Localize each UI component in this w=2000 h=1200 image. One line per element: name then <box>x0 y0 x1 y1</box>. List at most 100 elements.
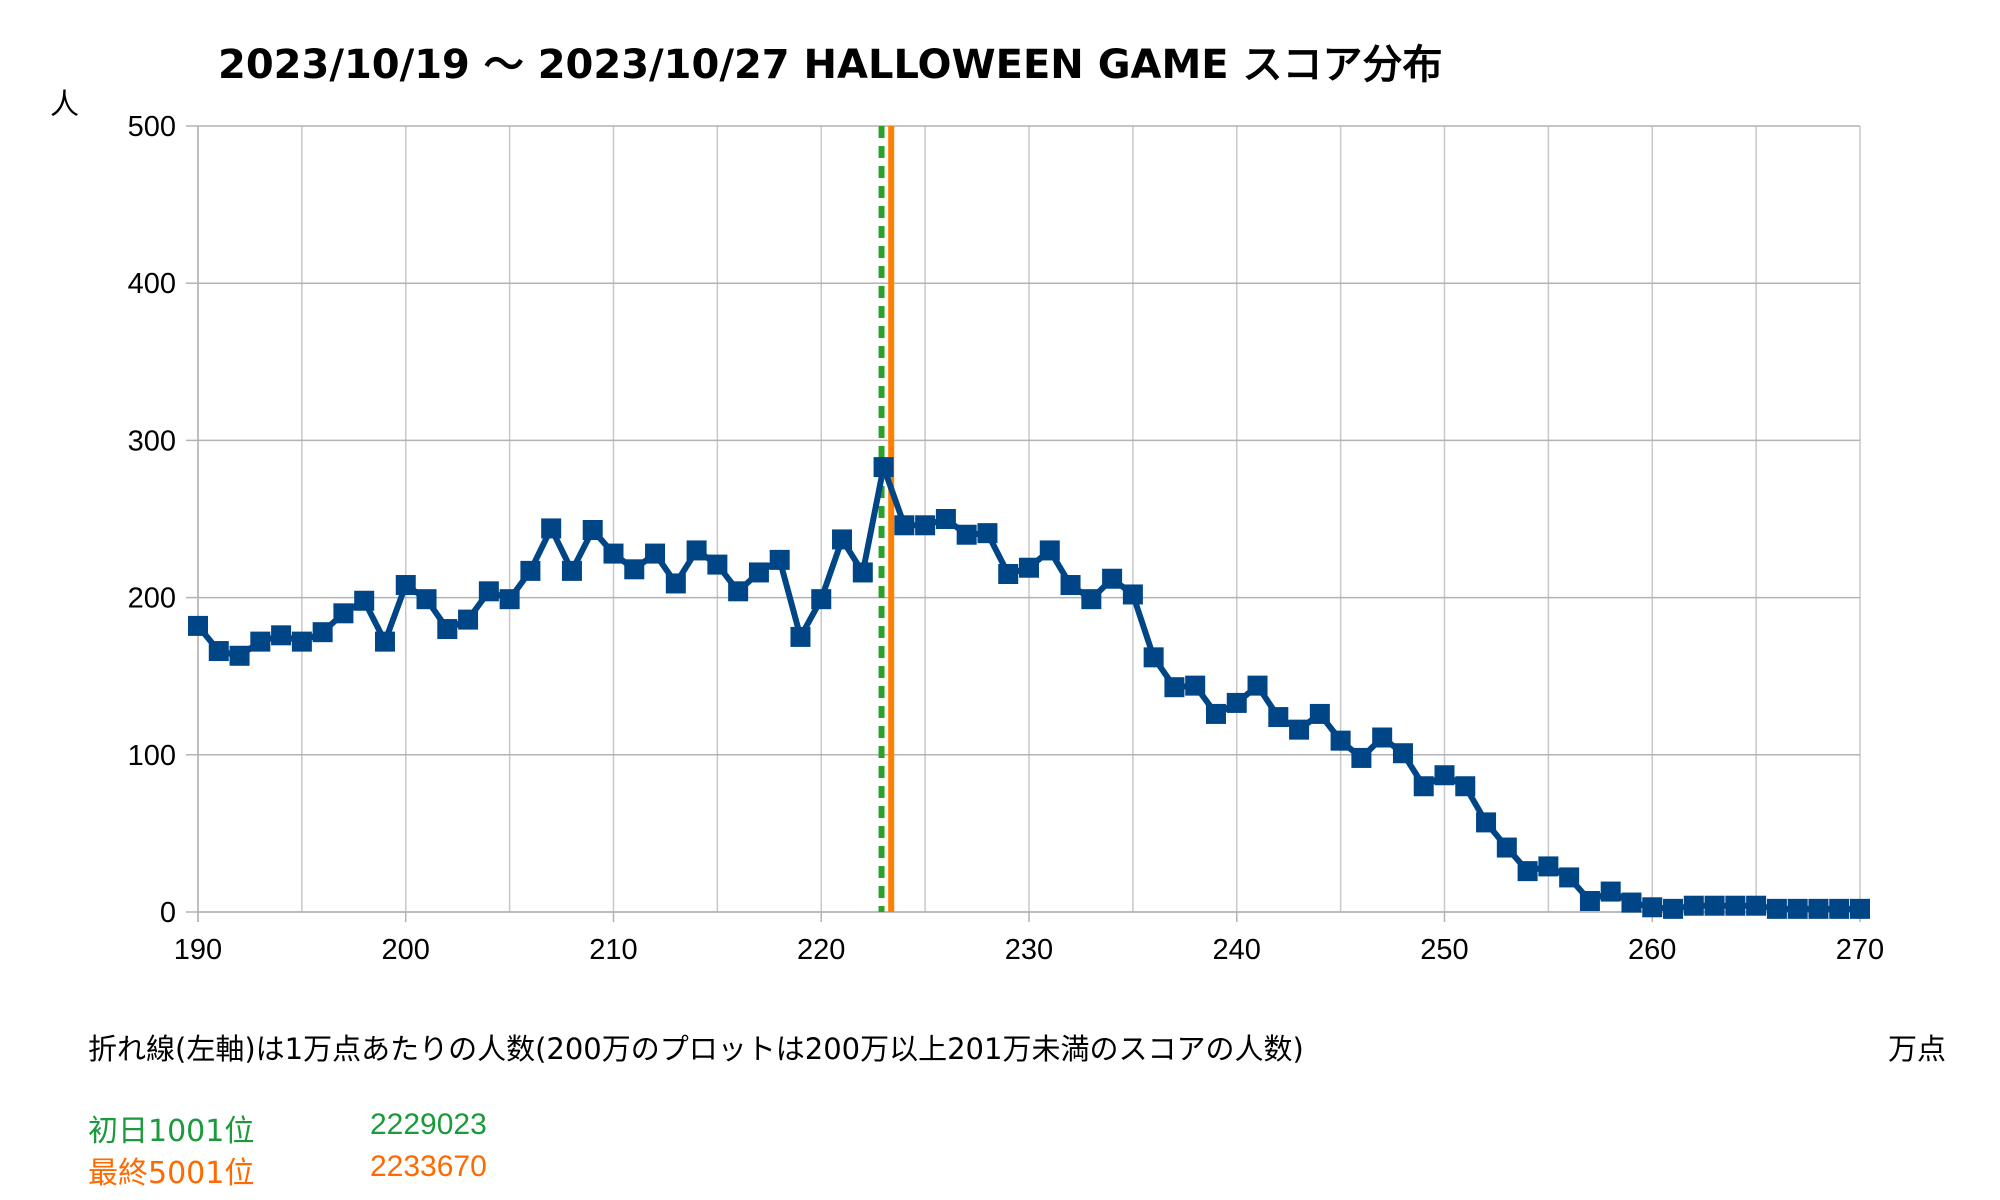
x-tick-label: 200 <box>382 934 430 966</box>
data-point <box>1600 881 1621 902</box>
data-point <box>458 609 479 630</box>
x-tick-label: 220 <box>797 934 845 966</box>
data-point <box>1081 589 1102 610</box>
data-point <box>208 641 229 662</box>
x-tick-label: 270 <box>1836 934 1884 966</box>
series-line <box>188 457 1870 919</box>
data-point <box>1268 707 1289 728</box>
data-point <box>312 622 333 643</box>
data-point <box>852 562 873 583</box>
data-point <box>520 560 541 581</box>
data-point <box>1538 856 1559 877</box>
data-point <box>478 581 499 602</box>
data-point <box>1663 898 1684 919</box>
data-point <box>1746 895 1767 916</box>
y-tick-label: 0 <box>160 897 176 929</box>
data-point <box>1725 895 1746 916</box>
data-point <box>1496 837 1517 858</box>
data-point <box>1808 898 1829 919</box>
tick-labels: 0 100 200 300 400 500 190 200 210 220 230 240 250 260… <box>128 111 1885 966</box>
data-point <box>1289 719 1310 740</box>
data-point <box>998 564 1019 585</box>
data-point <box>416 589 437 610</box>
x-tick-label: 260 <box>1628 934 1676 966</box>
data-point <box>1621 892 1642 913</box>
data-point <box>1102 568 1123 589</box>
x-tick-label: 210 <box>589 934 637 966</box>
legend-final-value: 2233670 <box>370 1150 487 1183</box>
data-point <box>1143 647 1164 668</box>
x-tick-label: 190 <box>174 934 222 966</box>
data-point <box>1579 890 1600 911</box>
y-tick-label: 200 <box>128 583 176 615</box>
data-point <box>1019 557 1039 578</box>
data-point <box>1392 743 1413 764</box>
data-point <box>1247 675 1268 696</box>
data-point <box>1476 812 1497 833</box>
legend-first-day-label: 初日1001位 <box>88 1114 255 1149</box>
chart-title: 2023/10/19 ～ 2023/10/27 HALLOWEEN GAME ス… <box>218 42 1443 88</box>
data-point <box>1559 867 1580 888</box>
data-point <box>1226 692 1247 713</box>
data-point <box>1434 765 1455 786</box>
data-point <box>1413 776 1434 797</box>
data-point <box>582 520 603 541</box>
axes <box>186 125 1861 922</box>
data-point <box>374 631 395 652</box>
data-point <box>229 645 250 666</box>
y-axis-unit-label: 人 <box>50 87 79 121</box>
data-point <box>250 631 271 652</box>
gridlines <box>197 125 1861 913</box>
data-point <box>1122 584 1143 605</box>
data-point <box>1850 898 1870 919</box>
data-point <box>728 581 749 602</box>
data-point <box>977 523 998 544</box>
data-point <box>686 540 707 561</box>
data-point <box>645 543 666 564</box>
data-point <box>188 615 208 636</box>
data-point <box>291 631 312 652</box>
data-point <box>769 549 790 570</box>
data-point <box>1039 540 1060 561</box>
data-point <box>665 573 686 594</box>
reference-lines <box>878 126 895 912</box>
data-point <box>1205 703 1226 724</box>
y-tick-label: 400 <box>128 268 176 300</box>
data-point <box>707 554 728 575</box>
data-point <box>832 529 853 550</box>
data-point <box>915 515 936 536</box>
data-point <box>1330 730 1351 751</box>
data-point <box>956 524 977 545</box>
data-point <box>790 626 811 647</box>
data-point <box>437 619 458 640</box>
y-tick-label: 500 <box>128 111 176 143</box>
data-point <box>1683 895 1704 916</box>
data-point <box>811 589 832 610</box>
x-tick-label: 240 <box>1213 934 1261 966</box>
data-point <box>1455 776 1476 797</box>
data-point <box>1766 898 1787 919</box>
data-point <box>561 560 582 581</box>
data-point <box>624 559 645 580</box>
data-point <box>1164 677 1185 698</box>
data-point <box>1829 898 1850 919</box>
data-point <box>748 562 769 583</box>
data-point <box>1309 703 1330 724</box>
data-point <box>541 518 562 539</box>
legend-first-day-value: 2229023 <box>370 1108 487 1141</box>
data-point <box>1351 747 1372 768</box>
data-point <box>1787 898 1808 919</box>
x-tick-label: 250 <box>1420 934 1468 966</box>
legend-final-label: 最終5001位 <box>88 1156 255 1191</box>
data-point <box>333 603 354 624</box>
y-tick-label: 100 <box>128 740 176 772</box>
y-tick-label: 300 <box>128 425 176 457</box>
data-point <box>1372 727 1393 748</box>
data-point <box>935 509 956 529</box>
data-point <box>1060 575 1081 596</box>
data-point <box>271 625 292 646</box>
data-point <box>499 589 520 610</box>
data-point <box>354 590 375 611</box>
data-point <box>1185 675 1206 696</box>
chart-note: 折れ線(左軸)は1万点あたりの人数(200万のプロットは200万以上201万未満… <box>88 1032 1304 1066</box>
